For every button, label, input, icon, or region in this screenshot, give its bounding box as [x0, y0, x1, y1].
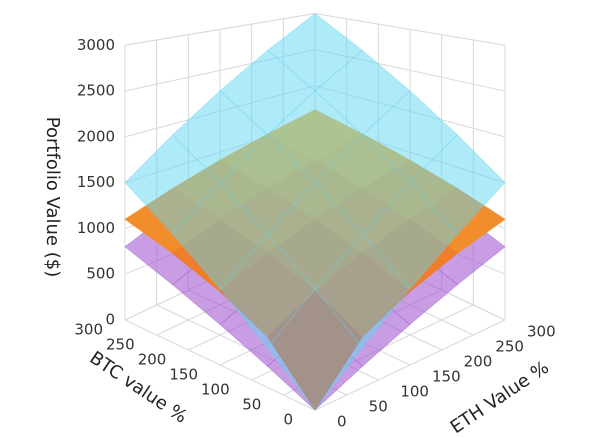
y-tick-label: 100 — [400, 383, 429, 401]
y-tick-label: 50 — [369, 398, 388, 416]
x-tick-label: 250 — [106, 336, 135, 354]
surface-patch — [267, 288, 363, 411]
z-tick-label: 2500 — [77, 82, 115, 100]
grid-line — [124, 13, 316, 46]
z-tick-label: 1000 — [77, 219, 115, 237]
x-tick-label: 300 — [74, 321, 103, 339]
y-tick-label: 150 — [432, 368, 461, 386]
y-tick-label: 300 — [527, 323, 556, 341]
x-tick-label: 150 — [169, 366, 198, 384]
x-tick-label: 50 — [242, 396, 261, 414]
x-tick-label: 200 — [138, 351, 167, 369]
x-tick-label: 100 — [201, 381, 230, 399]
z-tick-label: 2000 — [77, 127, 115, 145]
grid-line — [314, 13, 506, 46]
grid-line — [124, 319, 316, 411]
x-tick-label: 0 — [283, 411, 293, 429]
y-tick-label: 0 — [337, 413, 347, 431]
z-tick-label: 0 — [105, 311, 115, 329]
z-tick-label: 500 — [86, 265, 115, 283]
y-axis-title: ETH Value % — [447, 357, 553, 438]
y-tick-label: 250 — [495, 338, 524, 356]
z-tick-label: 3000 — [77, 36, 115, 54]
z-axis-title: Portfolio Value ($) — [42, 117, 63, 277]
y-tick-label: 200 — [464, 353, 493, 371]
z-tick-label: 1500 — [77, 173, 115, 191]
